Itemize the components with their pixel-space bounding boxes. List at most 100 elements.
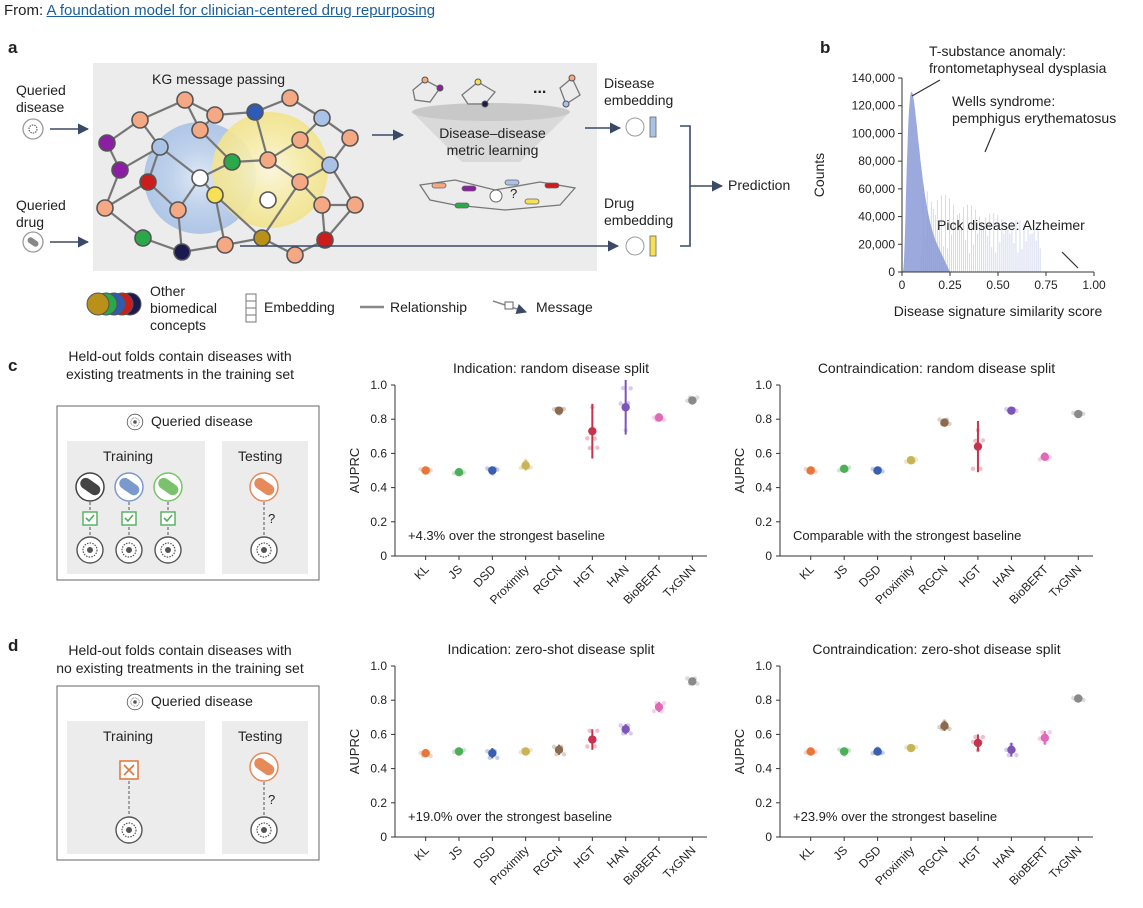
kg-edges <box>103 96 357 257</box>
chart-mean-point <box>873 747 882 756</box>
chart-replicate-point <box>1045 736 1050 741</box>
panel-c-disease-icons <box>76 536 278 564</box>
hist-y-label: Counts <box>811 153 827 197</box>
chart-replicate-point <box>903 745 909 750</box>
hist-y-tick-label: 100,000 <box>852 126 896 140</box>
chart-mean-point <box>873 466 882 475</box>
chart-x-tick-label: KL <box>412 843 433 864</box>
queried-disease-icon <box>22 118 44 140</box>
hist-x-tick-label: 0.50 <box>986 278 1010 292</box>
chart-x-tick-label: HAN <box>604 843 632 871</box>
chart-replicate-point <box>461 470 467 475</box>
chart-title: Contraindication: random disease split <box>818 360 1055 376</box>
chart-x-tick-label: HAN <box>990 843 1018 871</box>
chart-x-tick-label: BioBERT <box>620 843 665 888</box>
panel-c-note-line1: Held-out folds contain diseases with <box>68 348 292 364</box>
chart-replicate-point <box>695 681 700 686</box>
panel-label-d: d <box>8 636 19 655</box>
queried-drug-label: Queried drug <box>16 197 66 231</box>
chart-replicate-point <box>836 468 842 473</box>
chart-replicate-point <box>947 421 952 427</box>
chart-y-tick-label: 0.2 <box>755 515 772 529</box>
panel-c-drug-icons <box>75 472 279 502</box>
prediction-label: Prediction <box>728 177 791 193</box>
chart-x-tick-label: DSD <box>856 843 884 871</box>
chart-replicate-point <box>490 748 495 753</box>
chart-x-tick-label: HGT <box>956 843 984 871</box>
chart-x-tick-label: DSD <box>856 562 884 590</box>
chart-x-tick-label: DSD <box>471 843 499 871</box>
hist-y-tick-label: 0 <box>888 265 895 279</box>
chart-replicate-point <box>975 427 981 433</box>
kg-title: KG message passing <box>152 71 286 87</box>
kg-nodes <box>96 89 364 264</box>
chart-x-tick-label: HGT <box>571 843 599 871</box>
histogram-density <box>902 91 950 273</box>
chart-mean-point <box>488 466 497 475</box>
chart-y-tick-label: 0.6 <box>755 446 772 460</box>
chart-replicate-point <box>451 749 457 755</box>
chart-replicate-point <box>939 421 945 426</box>
chart-replicate-point <box>623 428 628 433</box>
chart-replicate-point <box>695 395 700 400</box>
chart-replicate-point <box>585 744 590 749</box>
source-article-link[interactable]: A foundation model for clinician-centere… <box>46 2 436 19</box>
chart-replicate-point <box>1006 752 1012 758</box>
funnel-label: Disease–disease metric learning <box>430 125 555 159</box>
queried-drug-line1: Queried <box>16 197 66 213</box>
chart-replicate-point <box>939 726 945 732</box>
panel-c-box <box>56 405 320 581</box>
chart-y-label: AUPRC <box>732 729 747 775</box>
chart-x-tick-label: DSD <box>471 562 499 590</box>
chart-mean-point <box>1040 452 1050 462</box>
chart-x-tick-label: Proximity <box>872 562 917 607</box>
chart-x-tick-label: TxGNN <box>660 843 698 881</box>
chart-x-tick-label: JS <box>445 843 465 863</box>
chart-x-tick-label: KL <box>797 843 818 864</box>
disease-embedding-line2: embedding <box>604 92 674 108</box>
chart-replicate-point <box>942 719 947 724</box>
chart-replicate-point <box>418 467 423 472</box>
chart-y-tick-label: 0.6 <box>370 446 387 460</box>
chart-replicate-point <box>423 469 428 475</box>
chart-mean-point <box>588 735 597 744</box>
chart-mean-point <box>654 702 664 712</box>
chart-replicate-point <box>1037 736 1043 741</box>
funnel-line1: Disease–disease <box>439 125 546 141</box>
chart-replicate-point <box>459 749 464 755</box>
chart-replicate-point <box>687 681 693 686</box>
chart-mean-point <box>588 426 597 436</box>
chart-x-tick-label: KL <box>797 562 818 583</box>
chart-replicate-point <box>913 457 919 462</box>
chart-replicate-point <box>495 467 500 472</box>
panel-c-training-label: Training <box>103 448 154 464</box>
chart-replicate-point <box>1047 729 1053 735</box>
chart-replicate-point <box>841 466 847 471</box>
chart-replicate-point <box>806 469 811 474</box>
chart-replicate-point <box>659 708 664 714</box>
chart-mean-point <box>421 749 430 758</box>
panel-d-note-line2: no existing treatments in the training s… <box>56 660 304 676</box>
chart-mean-point <box>1040 733 1050 743</box>
chart-replicate-point <box>451 471 457 476</box>
chart-x-tick-label: JS <box>830 843 850 863</box>
panel-d-links <box>128 781 265 815</box>
chart-y-tick-label: 0 <box>765 549 772 563</box>
chart-replicate-point <box>841 752 847 757</box>
chart-y-tick-label: 0.6 <box>755 727 772 741</box>
chart-replicate-point <box>1009 742 1014 747</box>
hist-x-tick-label: 0.25 <box>938 278 962 292</box>
panel-d-testing-label: Testing <box>238 728 283 744</box>
chart-replicate-point <box>808 747 813 753</box>
chart-y-tick-label: 0.4 <box>370 762 387 776</box>
disease-embedding-line1: Disease <box>604 75 655 91</box>
chart-replicate-point <box>911 459 916 464</box>
chart-replicate-point <box>559 744 564 750</box>
chart-replicate-point <box>937 724 942 730</box>
chart-mean-point <box>521 747 530 756</box>
legend-other-concepts: Other biomedical concepts <box>150 283 217 334</box>
chart-replicate-point <box>518 750 523 755</box>
chart-replicate-point <box>687 395 693 400</box>
